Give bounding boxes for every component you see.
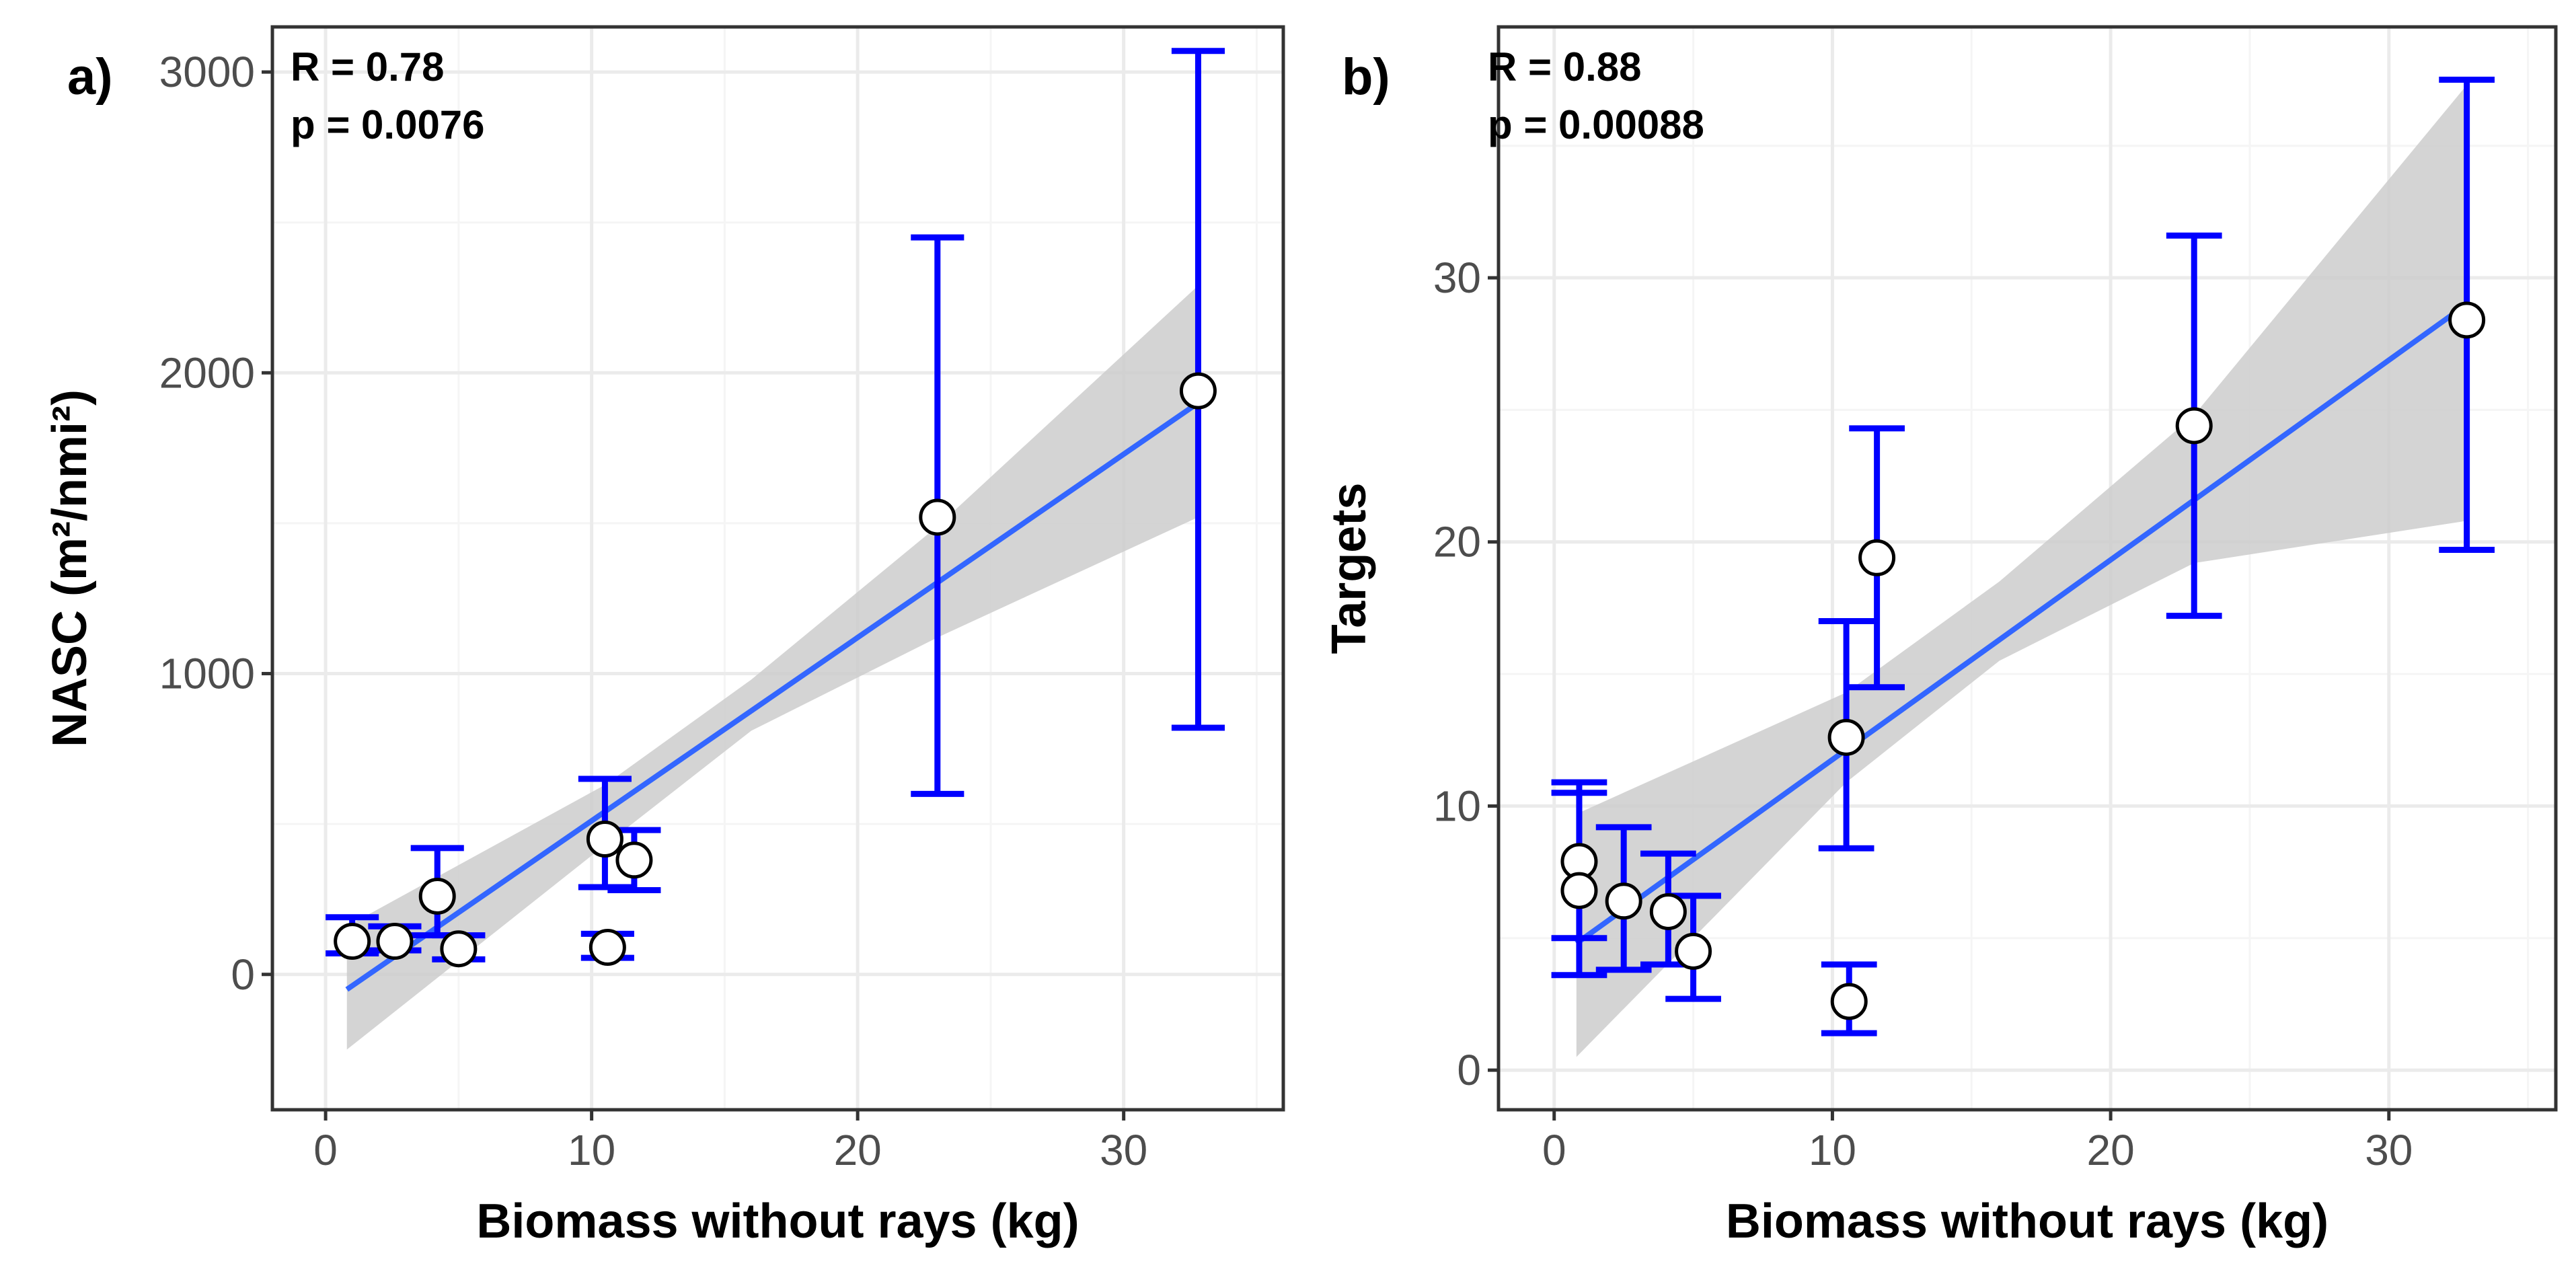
fit-line [345, 400, 1200, 992]
stat-p: p = 0.00088 [1488, 102, 1704, 147]
data-point [2175, 407, 2213, 445]
data-point [586, 821, 623, 858]
data-point [2448, 301, 2486, 339]
y-tick-label: 0 [231, 950, 255, 999]
panel-label: a) [67, 48, 113, 106]
x-tick-label: 0 [313, 1126, 338, 1174]
data-point [1560, 872, 1598, 909]
y-tick-label: 10 [1433, 782, 1481, 830]
panel-b: 0 10 20 30 0 10 20 30 Biomass without rays (kg) T… [1322, 25, 2558, 1248]
stat-p: p = 0.0076 [291, 102, 485, 147]
data-point [615, 841, 653, 879]
panel-border [1497, 25, 2558, 1112]
y-tick-label: 3000 [159, 48, 255, 96]
x-tick-label: 30 [2365, 1126, 2413, 1174]
data-point [1675, 932, 1712, 970]
stat-r: R = 0.88 [1488, 44, 1642, 89]
y-axis-title: NASC (m²/nmi²) [43, 389, 97, 747]
confidence-ribbon [346, 285, 1199, 1050]
x-tick-label: 20 [2087, 1126, 2135, 1174]
panel-a: 0 10 20 30 0 1000 2000 3000 Biomass without rays… [43, 25, 1285, 1248]
data-point [440, 930, 478, 968]
data-point [376, 923, 414, 960]
x-tick-label: 10 [568, 1126, 615, 1174]
data-point [1649, 893, 1687, 930]
y-tick-label: 1000 [159, 650, 255, 698]
y-tick-label: 2000 [159, 348, 255, 397]
x-tick-label: 10 [1809, 1126, 1856, 1174]
data-point [1858, 539, 1896, 576]
data-point [1827, 718, 1865, 756]
x-tick-label: 0 [1542, 1126, 1566, 1174]
data-point [1830, 983, 1868, 1020]
y-tick-label: 30 [1433, 254, 1481, 302]
data-point [919, 498, 956, 536]
stat-r: R = 0.78 [291, 44, 445, 89]
x-tick-label: 20 [834, 1126, 882, 1174]
data-point [589, 929, 626, 966]
x-tick-label: 30 [1100, 1126, 1147, 1174]
data-point [334, 923, 371, 960]
confidence-ribbon [1576, 85, 2467, 1057]
data-point [1605, 882, 1642, 920]
panel-label: b) [1342, 48, 1390, 106]
data-point [1179, 372, 1217, 410]
fit-line [1575, 302, 2468, 946]
y-tick-label: 0 [1457, 1046, 1481, 1094]
x-axis-title: Biomass without rays (kg) [1726, 1195, 2328, 1248]
data-point [418, 877, 456, 915]
panel-border [270, 25, 1285, 1112]
y-axis-title: Targets [1322, 483, 1376, 654]
x-axis-title: Biomass without rays (kg) [476, 1195, 1079, 1248]
y-tick-label: 20 [1433, 518, 1481, 566]
